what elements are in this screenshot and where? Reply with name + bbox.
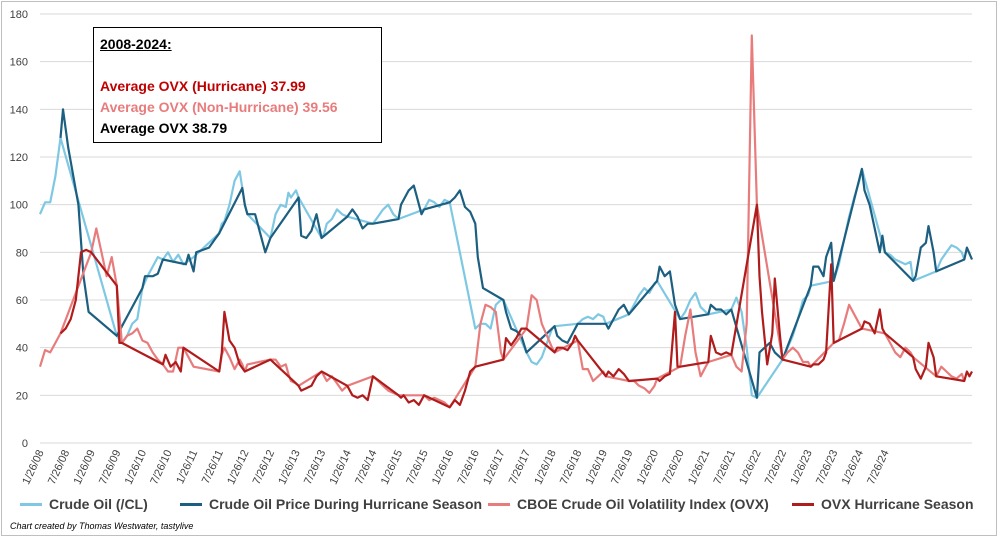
legend-label: CBOE Crude Oil Volatility Index (OVX) bbox=[517, 496, 769, 512]
x-tick-label: 7/26/15 bbox=[404, 448, 430, 486]
x-tick-label: 7/26/18 bbox=[558, 448, 584, 486]
x-tick-label: 1/26/15 bbox=[379, 448, 405, 486]
y-tick-label: 180 bbox=[10, 9, 28, 21]
x-tick-label: 1/26/18 bbox=[532, 448, 558, 486]
x-tick-label: 7/26/19 bbox=[609, 448, 635, 486]
y-axis-ticks: 0 20 40 60 80 100 120 140 160 180 bbox=[10, 9, 28, 450]
x-tick-label: 1/26/19 bbox=[584, 448, 610, 486]
legend-swatch bbox=[792, 502, 814, 506]
summary-title: 2008-2024: bbox=[100, 36, 172, 52]
x-tick-label: 7/26/16 bbox=[456, 448, 482, 486]
x-tick-label: 7/26/23 bbox=[814, 448, 840, 486]
x-tick-label: 1/26/20 bbox=[635, 448, 661, 486]
y-tick-label: 80 bbox=[16, 247, 28, 259]
x-tick-label: 1/26/12 bbox=[225, 448, 251, 486]
y-tick-label: 60 bbox=[16, 295, 28, 307]
legend-label: Crude Oil Price During Hurricane Season bbox=[209, 496, 483, 512]
summary-hurricane-avg: Average OVX (Hurricane) 37.99 bbox=[100, 78, 306, 94]
x-tick-label: 7/26/11 bbox=[200, 448, 226, 486]
x-tick-label: 1/26/21 bbox=[686, 448, 712, 486]
summary-box: 2008-2024: Average OVX (Hurricane) 37.99… bbox=[93, 27, 382, 143]
summary-non-hurricane-avg: Average OVX (Non-Hurricane) 39.56 bbox=[100, 99, 338, 115]
series-ovx bbox=[38, 34, 966, 409]
x-tick-label: 1/26/17 bbox=[481, 448, 507, 486]
y-tick-label: 20 bbox=[16, 390, 28, 402]
x-tick-label: 1/26/24 bbox=[840, 448, 866, 486]
x-tick-label: 1/26/23 bbox=[788, 448, 814, 486]
x-tick-label: 1/26/09 bbox=[72, 448, 98, 486]
y-tick-label: 140 bbox=[10, 104, 28, 116]
x-tick-label: 7/26/22 bbox=[763, 448, 789, 486]
chart-credit: Chart created by Thomas Westwater, tasty… bbox=[10, 521, 194, 531]
x-tick-label: 7/26/13 bbox=[302, 448, 328, 486]
x-tick-label: 1/26/13 bbox=[276, 448, 302, 486]
legend-item-crude-hurricane: Crude Oil Price During Hurricane Season bbox=[180, 496, 482, 512]
x-tick-label: 7/26/24 bbox=[865, 448, 891, 486]
x-tick-label: 7/26/12 bbox=[251, 448, 277, 486]
legend-swatch bbox=[488, 502, 510, 506]
legend-item-ovx: CBOE Crude Oil Volatility Index (OVX) bbox=[488, 496, 769, 512]
x-tick-label: 7/26/21 bbox=[712, 448, 738, 486]
summary-overall-avg: Average OVX 38.79 bbox=[100, 120, 228, 136]
x-tick-label: 7/26/17 bbox=[507, 448, 533, 486]
x-tick-label: 7/26/20 bbox=[660, 448, 686, 486]
x-tick-label: 7/26/14 bbox=[353, 448, 379, 486]
legend-label: OVX Hurricane Season bbox=[821, 496, 974, 512]
y-tick-label: 160 bbox=[10, 57, 28, 69]
x-tick-label: 7/26/10 bbox=[148, 448, 174, 486]
y-tick-label: 40 bbox=[16, 343, 28, 355]
legend: Crude Oil (/CL) Crude Oil Price During H… bbox=[20, 496, 980, 516]
legend-label: Crude Oil (/CL) bbox=[49, 496, 148, 512]
legend-swatch bbox=[180, 502, 202, 506]
legend-item-crude-oil: Crude Oil (/CL) bbox=[20, 496, 148, 512]
x-tick-label: 1/26/11 bbox=[174, 448, 200, 486]
x-tick-label: 1/26/10 bbox=[123, 448, 149, 486]
x-tick-label: 1/26/14 bbox=[328, 448, 354, 486]
y-tick-label: 0 bbox=[22, 438, 28, 450]
legend-item-ovx-hurricane: OVX Hurricane Season bbox=[792, 496, 974, 512]
y-tick-label: 120 bbox=[10, 152, 28, 164]
legend-swatch bbox=[20, 502, 42, 506]
x-tick-label: 1/26/22 bbox=[737, 448, 763, 486]
series-crude-hurricane bbox=[59, 108, 974, 399]
x-tick-label: 1/26/16 bbox=[430, 448, 456, 486]
series-lines bbox=[38, 34, 974, 409]
series-ovx-hurricane bbox=[59, 203, 973, 409]
x-tick-label: 7/26/09 bbox=[97, 448, 123, 486]
x-axis-ticks: 1/26/08 7/26/08 1/26/09 7/26/09 1/26/10 7/26/… bbox=[20, 448, 891, 486]
x-tick-label: 7/26/08 bbox=[46, 448, 72, 486]
y-tick-label: 100 bbox=[10, 200, 28, 212]
x-tick-label: 1/26/08 bbox=[20, 448, 46, 486]
